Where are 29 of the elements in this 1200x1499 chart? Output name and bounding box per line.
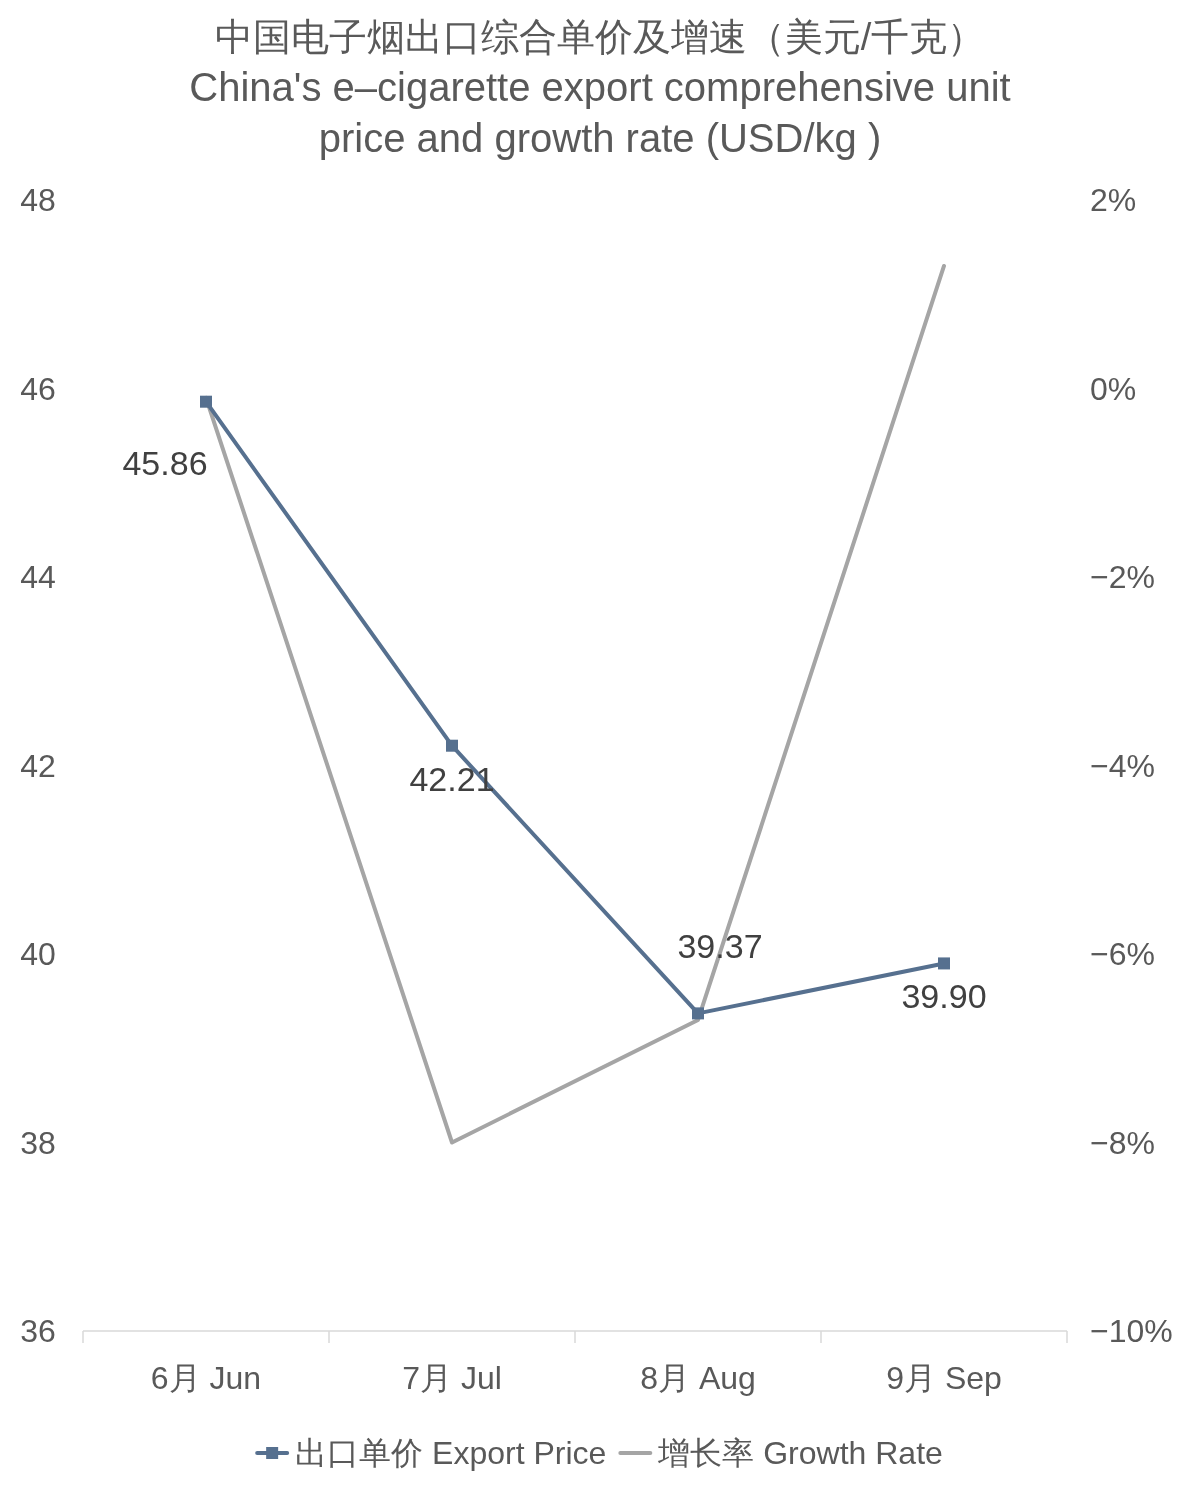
y-tick-label: 36 [20,1313,56,1349]
y-tick-label: 40 [20,936,56,972]
y2-tick-label: 0% [1090,370,1137,407]
y2-tick-label: −4% [1090,747,1155,784]
point [692,1007,704,1020]
y-tick-label: 44 [20,559,56,595]
x-tick-label: 9月 Sep [886,1360,1002,1396]
point [446,739,458,752]
x-tick-label: 7月 Jul [402,1360,502,1396]
y2-tick-label: −10% [1090,1313,1173,1349]
y2-tick-label: −2% [1090,559,1155,595]
legend-label: 增长率 Growth Rate [657,1435,943,1471]
x-tick-label: 6月 Jun [150,1360,262,1396]
x-tick-label: 8月 Aug [640,1360,756,1396]
point [200,395,212,408]
chart-title: 中国电子烟出口综合单价及增速（美元/千克） [214,16,986,58]
legend-label: 出口单价 Export Price [295,1435,607,1471]
y-tick-label: 38 [20,1124,56,1161]
chart-subtitle: China's e–cigarette export comprehensive unit price and growth rate (USD/kg ) [189,65,1011,160]
y2-tick-label: 2% [1090,182,1137,218]
data-label: 39.90 [901,977,987,1016]
y-tick-label: 48 [20,182,56,218]
y2-tick-label: −8% [1090,1124,1155,1161]
y-tick-label: 46 [20,370,56,407]
y-tick-label: 42 [20,747,56,784]
point [938,957,950,970]
y2-tick-label: −6% [1090,936,1155,972]
data-label: 39.37 [677,927,763,966]
data-label: 45.86 [122,443,208,482]
